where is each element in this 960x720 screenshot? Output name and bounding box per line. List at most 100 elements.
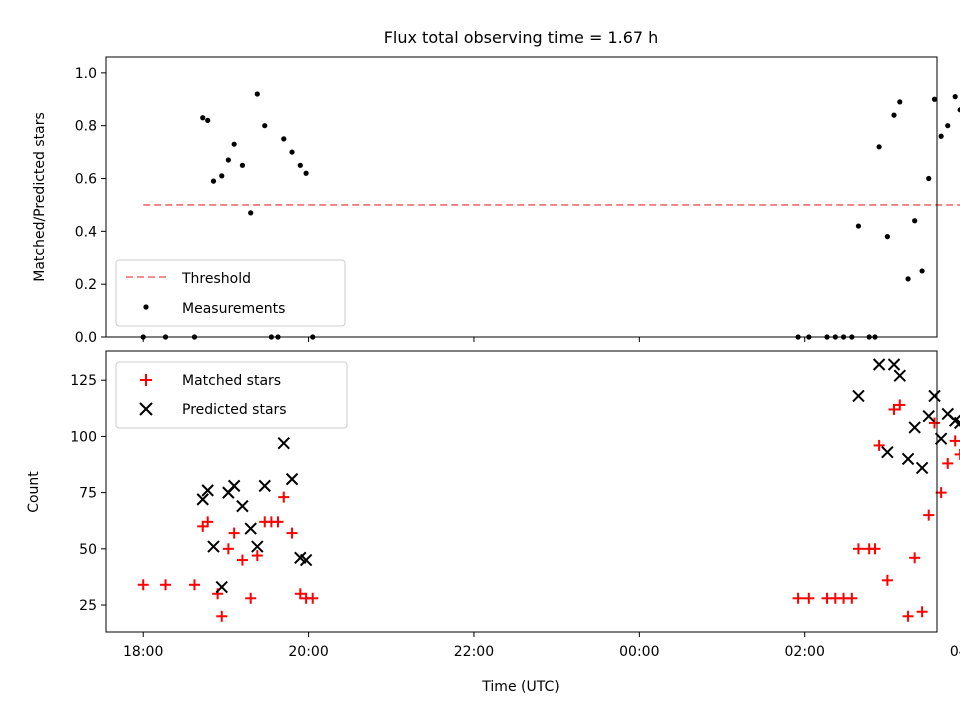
predicted-star-point [901,452,915,466]
top-y-tick-label: 0.0 [75,330,97,346]
measurement-point [891,112,897,118]
predicted-star-point [852,389,865,403]
measurement-point [200,115,206,121]
matched-star-point [909,552,921,564]
predicted-star-point [258,479,271,493]
matched-star-point [852,543,864,555]
predicted-star-point [915,461,929,475]
bottom-y-tick-label: 125 [70,373,97,389]
measurement-point [897,99,903,105]
x-tick-label: 20:00 [288,644,328,660]
measurement-point [926,175,932,182]
bottom-y-tick-label: 100 [70,429,97,445]
matched-star-point [942,457,954,469]
matched-star-point [245,592,257,604]
chart-title: Flux total observing time = 1.67 h [384,28,659,47]
matched-star-point [228,527,240,539]
top-plot: 0.0 0.2 0.4 0.6 0.8 1.0 Matched/Predicted sta… [32,56,960,346]
matched-star-point [278,491,290,503]
measurement-point [912,218,918,224]
measurement-point [938,133,944,139]
matched-star-point [888,403,900,415]
predicted-star-point [227,479,241,493]
measurement-point [231,141,237,147]
measurement-point [919,268,925,274]
bottom-y-tick-label: 50 [79,542,97,558]
measurement-point [210,178,217,184]
top-legend: Threshold Measurements [115,259,346,327]
measurement-point [884,234,890,240]
legend-measurements-label: Measurements [182,301,285,317]
x-tick-label: 02:00 [785,644,825,660]
top-y-axis: 0.0 0.2 0.4 0.6 0.8 1.0 [75,66,106,346]
x-tick-label: 04:00 [950,644,960,660]
count-points [137,358,960,622]
predicted-star-point [285,472,299,486]
legend-matched-swatch [140,374,152,386]
top-y-tick-label: 0.8 [75,119,97,135]
matched-star-point [954,448,960,460]
measurement-point [855,223,862,229]
predicted-star-point [872,358,886,371]
matched-star-point [923,509,935,521]
predicted-star-point [215,580,228,594]
matched-star-point [251,550,263,562]
matched-star-point [902,610,914,622]
bottom-y-axis-label: Count [26,471,42,513]
top-legend-box [115,259,346,327]
measurement-point [262,123,268,129]
matched-star-point [222,543,234,555]
top-y-tick-label: 0.6 [75,172,97,188]
matched-star-point [792,592,804,604]
measurement-point [219,173,225,179]
bottom-y-tick-label: 75 [79,486,97,502]
matched-star-point [202,516,214,528]
measurement-point [945,123,951,129]
predicted-star-point [893,369,906,382]
predicted-star-point [201,484,214,497]
matched-star-point [272,516,284,528]
measurement-point [957,107,960,113]
predicted-star-point [244,522,257,535]
measurement-point [254,91,260,97]
x-tick-label: 00:00 [619,644,659,660]
predicted-star-point [277,436,290,450]
legend-matched-label: Matched stars [182,373,281,389]
measurement-point [281,136,287,142]
matched-star-point [803,592,815,604]
matched-star-point [929,417,941,429]
bottom-legend: Matched stars Predicted stars [115,361,348,429]
measurement-point [289,149,295,155]
predicted-star-point [196,493,209,506]
predicted-star-point [922,409,935,423]
measurement-point [905,276,911,282]
legend-threshold-label: Threshold [181,271,251,287]
legend-measurements-swatch [143,304,149,310]
predicted-star-point [887,358,901,371]
x-axis-label: Time (UTC) [481,679,559,695]
matched-star-point [869,543,881,555]
legend-predicted-label: Predicted stars [182,402,287,418]
bottom-y-axis: 25 50 75 100 125 [70,373,106,614]
top-y-tick-label: 0.4 [75,224,97,240]
predicted-star-point [908,421,921,434]
predicted-star-point [928,389,941,403]
predicted-star-point [207,540,220,553]
matched-star-point [881,574,893,586]
predicted-star-point [251,540,264,553]
top-y-axis-label: Matched/Predicted stars [32,112,48,282]
matched-star-point [236,554,248,566]
measurement-point [931,96,938,102]
measurement-point [303,170,309,176]
measurement-point [205,117,211,123]
matched-star-point [307,592,319,604]
x-tick-label: 22:00 [454,644,494,660]
top-plot-frame [105,56,938,338]
measurement-point [876,144,882,150]
matched-star-point [286,527,298,539]
predicted-star-point [299,553,313,567]
matched-star-point [894,399,906,411]
measurement-point [952,94,958,100]
measurement-point [248,210,254,216]
